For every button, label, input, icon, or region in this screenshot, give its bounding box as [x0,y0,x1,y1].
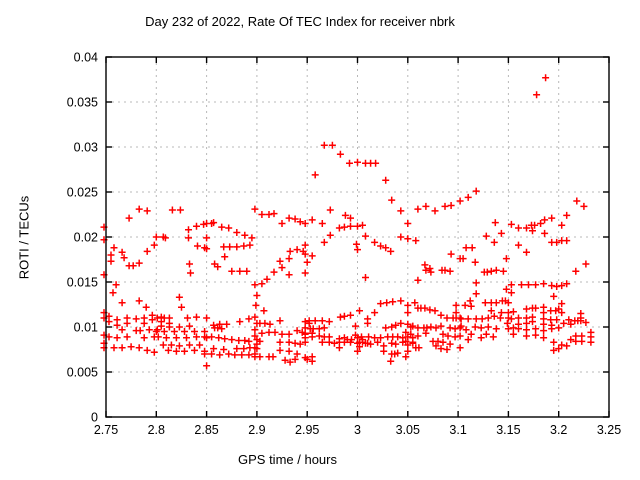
x-tick-label: 3.15 [496,423,520,437]
y-tick-label: 0.03 [74,141,98,155]
data-points [100,74,595,370]
y-tick-label: 0.035 [67,96,98,110]
x-tick-label: 3.05 [396,423,420,437]
x-tick-label: 2.75 [94,423,118,437]
y-tick-label: 0.005 [67,366,98,380]
x-tick-label: 2.9 [248,423,265,437]
y-tick-label: 0.015 [67,276,98,290]
x-tick-label: 3.2 [550,423,567,437]
y-tick-label: 0.04 [74,51,98,65]
x-tick-label: 3 [354,423,361,437]
y-tick-label: 0.025 [67,186,98,200]
x-tick-label: 2.8 [148,423,165,437]
chart-title: Day 232 of 2022, Rate Of TEC Index for r… [145,14,455,29]
x-tick-label: 3.25 [597,423,621,437]
y-tick-label: 0.02 [74,231,98,245]
y-tick-label: 0 [91,411,98,425]
x-axis-label: GPS time / hours [238,452,337,467]
y-tick-label: 0.01 [74,321,98,335]
x-tick-label: 2.85 [194,423,218,437]
x-tick-label: 2.95 [295,423,319,437]
x-tick-label: 3.1 [449,423,466,437]
